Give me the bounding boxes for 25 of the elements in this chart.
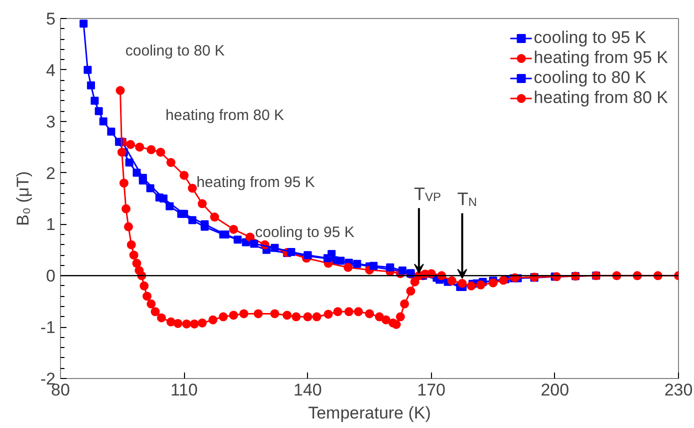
y-tick-label: -1: [40, 318, 56, 338]
x-tick-label: 230: [664, 380, 693, 400]
annotation: heating from 95 K: [196, 174, 315, 191]
x-tick-label: 110: [170, 380, 198, 400]
y-tick-label: 5: [46, 10, 56, 28]
annotation: TVP: [414, 184, 441, 204]
x-tick-label: 170: [417, 380, 446, 400]
legend-label: heating from 80 K: [534, 88, 668, 108]
legend-label: cooling to 95 K: [534, 28, 646, 48]
x-tick-label: 140: [294, 380, 322, 400]
y-tick-label: 2: [46, 164, 56, 183]
x-tick-label: 200: [540, 380, 570, 400]
annotation: cooling to 80 K: [125, 42, 225, 60]
legend-label: cooling to 80 K: [534, 68, 646, 88]
x-tick-label: 80: [51, 380, 70, 400]
y-tick-label: 0: [46, 266, 56, 286]
legend-label: heating from 95 K: [534, 48, 668, 68]
y-tick-label: 4: [46, 60, 56, 80]
y-axis-title: B₀ (μT): [13, 171, 32, 226]
annotation: heating from 80 K: [166, 107, 284, 124]
y-tick-label: 1: [46, 215, 56, 234]
y-tick-label: 3: [46, 112, 56, 132]
annotation: cooling to 95 K: [255, 224, 354, 242]
x-axis-title: Temperature (K): [308, 404, 431, 422]
annotation: TN: [457, 189, 477, 210]
